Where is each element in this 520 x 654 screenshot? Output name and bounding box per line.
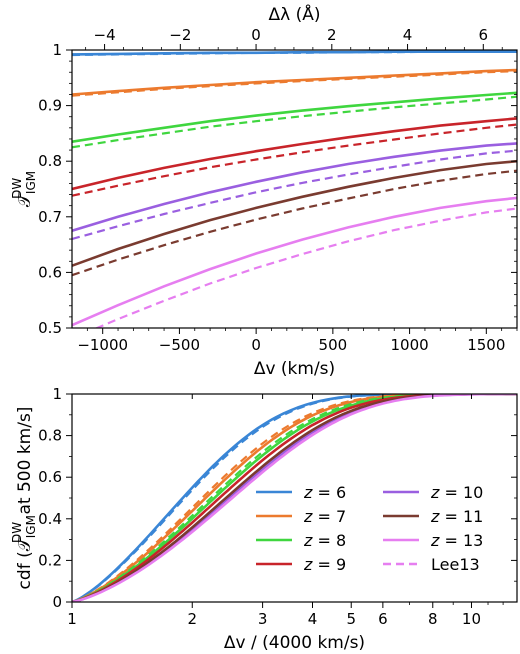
legend-label: z = 7 — [303, 507, 346, 526]
series-line-z9-lee13 — [72, 123, 517, 197]
legend-label: z = 9 — [303, 555, 346, 574]
series-line-z7-lee13 — [72, 70, 517, 97]
cdf-line-z6 — [72, 394, 517, 602]
x-tick-label: 3 — [258, 610, 268, 628]
legend-label: z = 11 — [430, 507, 483, 526]
x-tick-label: 1500 — [467, 336, 505, 354]
legend: z = 6 z = 7 z = 8 z = 9 z = 10 z = 11 z = 13 Le… — [256, 483, 483, 574]
x-tick-label: 10 — [462, 610, 481, 628]
top-x-tick-label: −4 — [94, 26, 116, 44]
top-x-tick-label: 6 — [479, 26, 489, 44]
series-line-z8 — [72, 91, 517, 143]
top-x-tick-label: 2 — [327, 26, 337, 44]
y-axis-label: 𝒯IGMDW — [10, 171, 38, 207]
series-line-z11 — [72, 159, 517, 267]
series-line-z6 — [72, 50, 517, 56]
x-tick-label: 1000 — [390, 336, 428, 354]
y-tick-label: 0.8 — [38, 152, 62, 170]
series-line-z10-lee13 — [72, 149, 517, 241]
top-x-tick-label: 4 — [403, 26, 413, 44]
y-tick-label: 1 — [52, 41, 62, 59]
legend-label: z = 6 — [303, 483, 346, 502]
x-axis-label: Δv / (4000 km/s) — [224, 633, 365, 653]
transmission-series — [72, 50, 517, 328]
top-x-tick-label: 0 — [251, 26, 261, 44]
series-line-z9 — [72, 117, 517, 191]
x-tick-label: 6 — [378, 610, 388, 628]
cdf-chart: 1 2 3 4 5 6 8 10 0 0.2 0.4 0.6 0.8 1 Δv / (4000 km/s) c… — [10, 385, 518, 653]
legend-label: Lee13 — [431, 555, 480, 574]
series-line-z8-lee13 — [72, 95, 517, 149]
x-tick-label: 4 — [308, 610, 318, 628]
transmission-chart: −1000 −500 0 500 1000 1500 −4 −2 0 2 4 6 0.5 0.6 0.7 0.… — [10, 3, 518, 379]
x-tick-label: 8 — [428, 610, 438, 628]
y-tick-label: 0 — [52, 593, 62, 611]
y-tick-label: 1 — [52, 385, 62, 403]
x-tick-label: 0 — [251, 336, 261, 354]
y-tick-label: 0.6 — [38, 468, 62, 486]
x-tick-label: 1 — [67, 610, 77, 628]
x-tick-label: 500 — [319, 336, 348, 354]
cdf-line-z7-lee13 — [72, 394, 517, 602]
x-tick-label: −1000 — [77, 336, 128, 354]
y-tick-label: 0.7 — [38, 208, 62, 226]
series-line-z10 — [72, 142, 517, 232]
legend-label: z = 10 — [430, 483, 483, 502]
x-tick-label: 5 — [346, 610, 356, 628]
series-line-z13 — [72, 196, 517, 327]
legend-label: z = 8 — [303, 531, 346, 550]
series-line-z7 — [72, 68, 517, 96]
x-axis-label: Δv (km/s) — [254, 359, 335, 379]
y-tick-label: 0.4 — [38, 510, 62, 528]
top-x-tick-label: −2 — [169, 26, 191, 44]
y-tick-label: 0.9 — [38, 97, 62, 115]
x-tick-label: −500 — [159, 336, 200, 354]
y-tick-label: 0.8 — [38, 427, 62, 445]
top-x-axis-label: Δλ (Å) — [269, 3, 321, 25]
legend-label: z = 13 — [430, 531, 483, 550]
y-tick-label: 0.5 — [38, 319, 62, 337]
series-line-z11-lee13 — [72, 169, 517, 277]
cdf-line-z13 — [72, 394, 517, 602]
series-line-z13-lee13 — [94, 207, 517, 328]
y-tick-label: 0.6 — [38, 263, 62, 281]
y-axis-label: cdf (𝒯IGMDW at 500 km/s] — [10, 407, 38, 590]
x-tick-label: 2 — [187, 610, 197, 628]
top-plot-frame — [71, 49, 518, 329]
y-tick-label: 0.2 — [38, 551, 62, 569]
